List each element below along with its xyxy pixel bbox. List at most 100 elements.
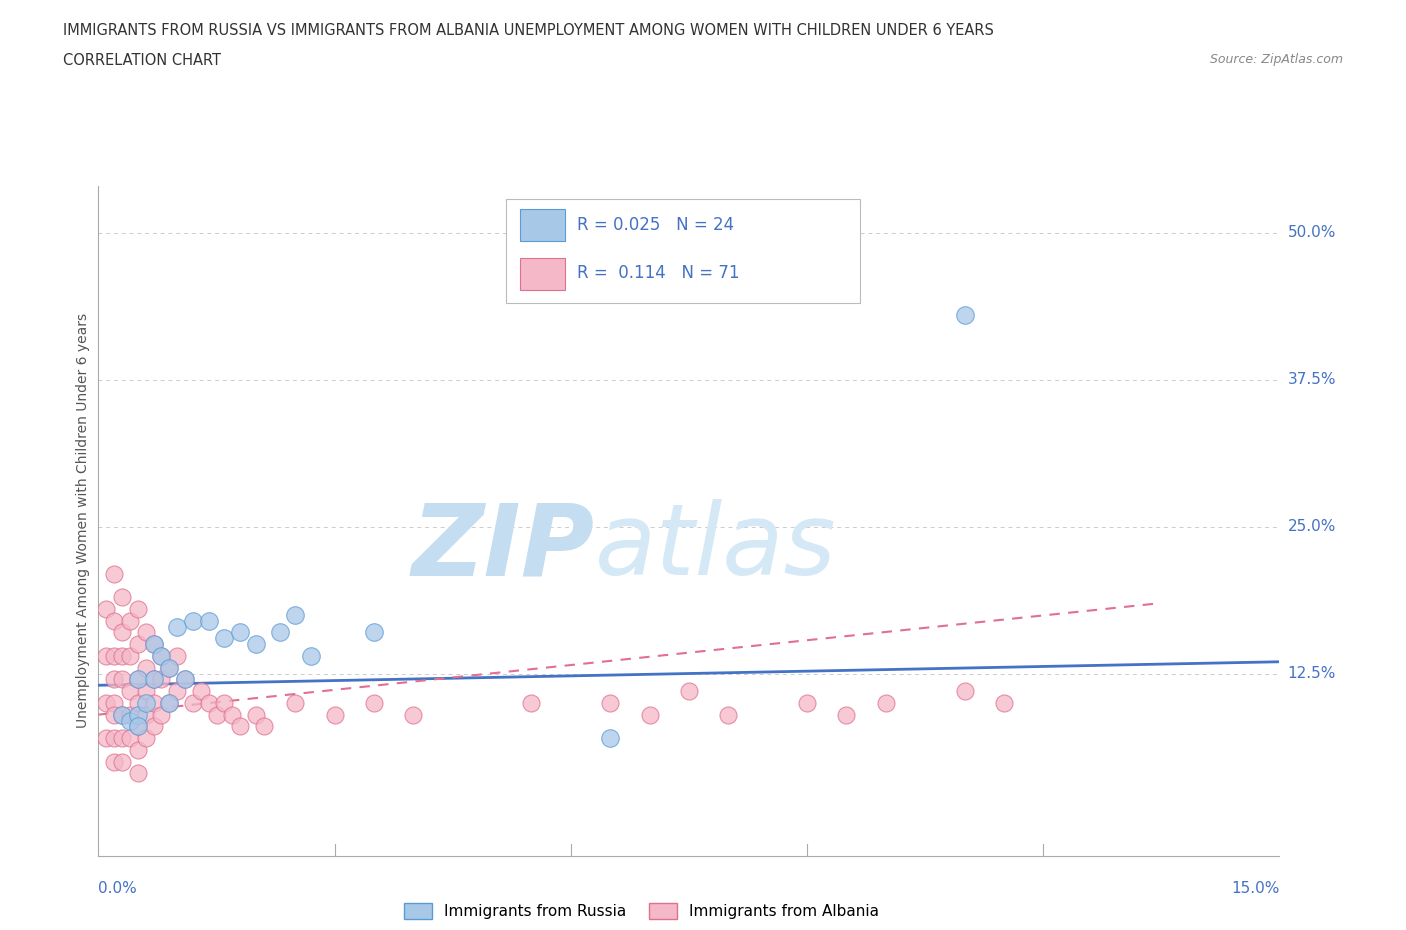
- Point: [229, 625, 252, 640]
- Point: [299, 648, 322, 663]
- Text: 12.5%: 12.5%: [1288, 666, 1336, 681]
- Point: [127, 766, 149, 781]
- Point: [717, 707, 740, 722]
- Point: [103, 707, 125, 722]
- Point: [245, 637, 267, 652]
- Point: [127, 719, 149, 734]
- Point: [402, 707, 425, 722]
- Point: [103, 731, 125, 746]
- Point: [599, 731, 621, 746]
- Point: [157, 660, 180, 675]
- Bar: [520, 208, 565, 241]
- Point: [103, 613, 125, 628]
- Point: [190, 684, 212, 698]
- Point: [284, 696, 307, 711]
- Point: [678, 684, 700, 698]
- Point: [150, 648, 173, 663]
- Text: 37.5%: 37.5%: [1288, 372, 1336, 387]
- Point: [638, 707, 661, 722]
- Point: [111, 707, 134, 722]
- Point: [103, 672, 125, 687]
- Point: [953, 684, 976, 698]
- Point: [181, 613, 204, 628]
- Text: CORRELATION CHART: CORRELATION CHART: [63, 53, 221, 68]
- Point: [142, 719, 165, 734]
- Point: [174, 672, 197, 687]
- Point: [96, 648, 118, 663]
- Text: 0.0%: 0.0%: [98, 881, 138, 896]
- Point: [142, 637, 165, 652]
- Point: [111, 648, 134, 663]
- Text: 25.0%: 25.0%: [1288, 519, 1336, 534]
- Point: [166, 619, 188, 634]
- Point: [142, 637, 165, 652]
- Point: [284, 607, 307, 622]
- Point: [127, 719, 149, 734]
- Point: [599, 696, 621, 711]
- Point: [118, 648, 141, 663]
- Point: [363, 696, 385, 711]
- Point: [142, 672, 165, 687]
- Point: [103, 648, 125, 663]
- Point: [166, 648, 188, 663]
- Point: [993, 696, 1015, 711]
- Point: [103, 696, 125, 711]
- Point: [166, 684, 188, 698]
- Point: [157, 660, 180, 675]
- Point: [197, 613, 219, 628]
- Point: [135, 707, 157, 722]
- FancyBboxPatch shape: [506, 199, 860, 303]
- Point: [96, 696, 118, 711]
- Text: ZIP: ZIP: [412, 499, 595, 596]
- Point: [150, 648, 173, 663]
- Point: [150, 707, 173, 722]
- Y-axis label: Unemployment Among Women with Children Under 6 years: Unemployment Among Women with Children U…: [76, 313, 90, 728]
- Text: atlas: atlas: [595, 499, 837, 596]
- Text: IMMIGRANTS FROM RUSSIA VS IMMIGRANTS FROM ALBANIA UNEMPLOYMENT AMONG WOMEN WITH : IMMIGRANTS FROM RUSSIA VS IMMIGRANTS FRO…: [63, 23, 994, 38]
- Point: [111, 590, 134, 604]
- Text: 50.0%: 50.0%: [1288, 225, 1336, 241]
- Point: [953, 308, 976, 323]
- Point: [103, 754, 125, 769]
- Point: [835, 707, 858, 722]
- Point: [118, 684, 141, 698]
- Point: [157, 696, 180, 711]
- Point: [142, 672, 165, 687]
- Text: R = 0.025   N = 24: R = 0.025 N = 24: [576, 216, 734, 233]
- Point: [214, 696, 236, 711]
- Point: [221, 707, 243, 722]
- Point: [214, 631, 236, 645]
- Point: [135, 625, 157, 640]
- Point: [269, 625, 291, 640]
- Point: [363, 625, 385, 640]
- Point: [118, 613, 141, 628]
- Point: [103, 566, 125, 581]
- Point: [118, 713, 141, 728]
- Point: [142, 696, 165, 711]
- Point: [323, 707, 346, 722]
- Text: Source: ZipAtlas.com: Source: ZipAtlas.com: [1209, 53, 1343, 66]
- Point: [127, 742, 149, 757]
- Point: [135, 660, 157, 675]
- Point: [875, 696, 897, 711]
- Point: [229, 719, 252, 734]
- Point: [118, 707, 141, 722]
- Text: R =  0.114   N = 71: R = 0.114 N = 71: [576, 264, 740, 282]
- Point: [127, 602, 149, 617]
- Point: [96, 602, 118, 617]
- Point: [245, 707, 267, 722]
- Point: [127, 672, 149, 687]
- Point: [111, 731, 134, 746]
- Point: [135, 696, 157, 711]
- Point: [205, 707, 228, 722]
- Point: [520, 696, 543, 711]
- Point: [118, 731, 141, 746]
- Bar: [520, 258, 565, 290]
- Point: [127, 707, 149, 722]
- Point: [157, 696, 180, 711]
- Point: [796, 696, 818, 711]
- Point: [197, 696, 219, 711]
- Point: [127, 672, 149, 687]
- Point: [135, 684, 157, 698]
- Point: [127, 637, 149, 652]
